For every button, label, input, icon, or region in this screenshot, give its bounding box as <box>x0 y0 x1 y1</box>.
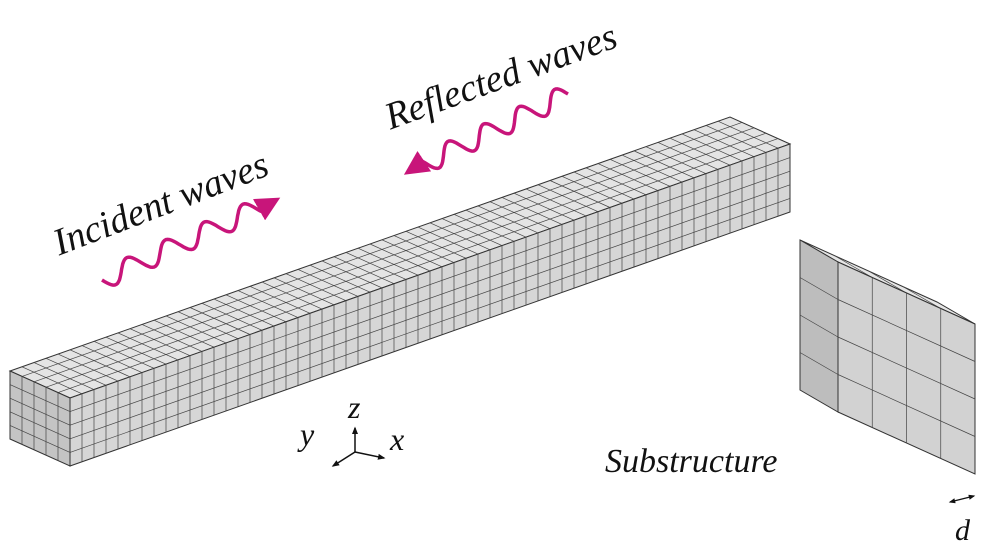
mesh-line <box>429 222 491 251</box>
mesh-line <box>513 192 575 221</box>
mesh-line <box>69 170 791 426</box>
mesh-line <box>681 133 743 162</box>
mesh-line <box>868 270 907 294</box>
mesh-line <box>393 235 455 263</box>
mesh-line <box>249 286 311 314</box>
mesh-line <box>837 336 976 400</box>
mesh-line <box>657 142 719 170</box>
mesh-line <box>621 154 683 183</box>
mesh-line <box>9 411 71 440</box>
mesh-line <box>333 256 395 285</box>
mesh-line <box>645 146 707 174</box>
mesh-line <box>117 332 179 361</box>
mesh-line <box>799 277 839 300</box>
mesh-line <box>585 167 647 196</box>
mesh-line <box>537 184 599 213</box>
mesh-line <box>261 281 323 310</box>
mesh-line <box>225 294 287 323</box>
mesh-line <box>165 315 227 344</box>
y-arrow <box>331 451 356 467</box>
x-arrow <box>354 451 386 460</box>
mesh-line <box>69 157 791 412</box>
axis-y-label: y <box>297 416 315 452</box>
mesh-line <box>345 252 407 280</box>
mesh-line <box>837 299 976 362</box>
mesh-line <box>549 180 611 208</box>
wave-arrow <box>403 87 569 175</box>
mesh-line <box>309 264 371 293</box>
mesh-line <box>837 374 976 437</box>
mesh-line <box>381 239 443 268</box>
mesh-line <box>477 205 539 234</box>
mesh-line <box>9 425 71 453</box>
mesh-line <box>441 218 503 246</box>
mesh-line <box>93 341 155 369</box>
mesh-line <box>129 328 191 356</box>
dimension-arrow <box>948 494 976 504</box>
mesh-line <box>285 273 347 301</box>
mesh-line <box>21 122 743 377</box>
mesh-line <box>9 397 71 426</box>
mesh-line <box>153 319 215 348</box>
mesh-line <box>9 384 71 412</box>
mesh-line <box>81 345 143 373</box>
substructure-label: Substructure <box>605 443 778 480</box>
axis-x-label: x <box>389 421 404 457</box>
mesh-line <box>669 137 731 166</box>
mesh-line <box>405 230 467 259</box>
mesh-line <box>489 201 551 229</box>
mesh-line <box>609 159 671 187</box>
mesh-line <box>357 247 419 276</box>
mesh-line <box>321 260 383 289</box>
mesh-line <box>902 286 941 309</box>
mesh-line <box>597 163 659 191</box>
dimension-label: d <box>955 514 971 547</box>
mesh-line <box>717 120 779 149</box>
mesh-line <box>189 307 251 335</box>
mesh-line <box>45 132 767 388</box>
mesh-line <box>834 255 873 278</box>
mesh-line <box>33 362 95 390</box>
mesh-line <box>369 243 431 272</box>
face <box>9 370 71 467</box>
mesh-line <box>45 357 107 386</box>
mesh-line <box>465 209 527 238</box>
wave-arrow <box>101 197 281 287</box>
mesh-line <box>105 336 167 365</box>
mesh-line <box>21 366 83 395</box>
mesh-line <box>237 290 299 318</box>
mesh-line <box>799 352 839 375</box>
mesh-line <box>799 314 839 338</box>
axis-z-label: z <box>347 389 361 425</box>
mesh-line <box>69 184 791 440</box>
mesh-line <box>213 298 275 327</box>
waves <box>101 87 569 287</box>
mesh-line <box>57 138 779 393</box>
mesh-line <box>69 349 131 378</box>
mesh-line <box>69 198 791 453</box>
mesh-line <box>453 214 515 242</box>
reflected-label: Reflected waves <box>378 15 622 138</box>
mesh-line <box>573 171 635 200</box>
mesh-line <box>525 188 587 217</box>
mesh-line <box>693 129 755 158</box>
mesh-line <box>561 175 623 204</box>
mesh-line <box>633 150 695 179</box>
mesh-line <box>177 311 239 340</box>
mesh <box>8 116 976 475</box>
mesh-line <box>57 353 119 382</box>
mesh-line <box>705 125 767 153</box>
mesh-line <box>141 324 203 352</box>
mesh-line <box>201 302 263 331</box>
mesh-line <box>417 226 479 255</box>
mesh-line <box>33 127 755 383</box>
mesh-line <box>273 277 335 306</box>
mesh-line <box>297 269 359 297</box>
mesh-line <box>501 197 563 225</box>
axes-glyph <box>331 426 386 467</box>
